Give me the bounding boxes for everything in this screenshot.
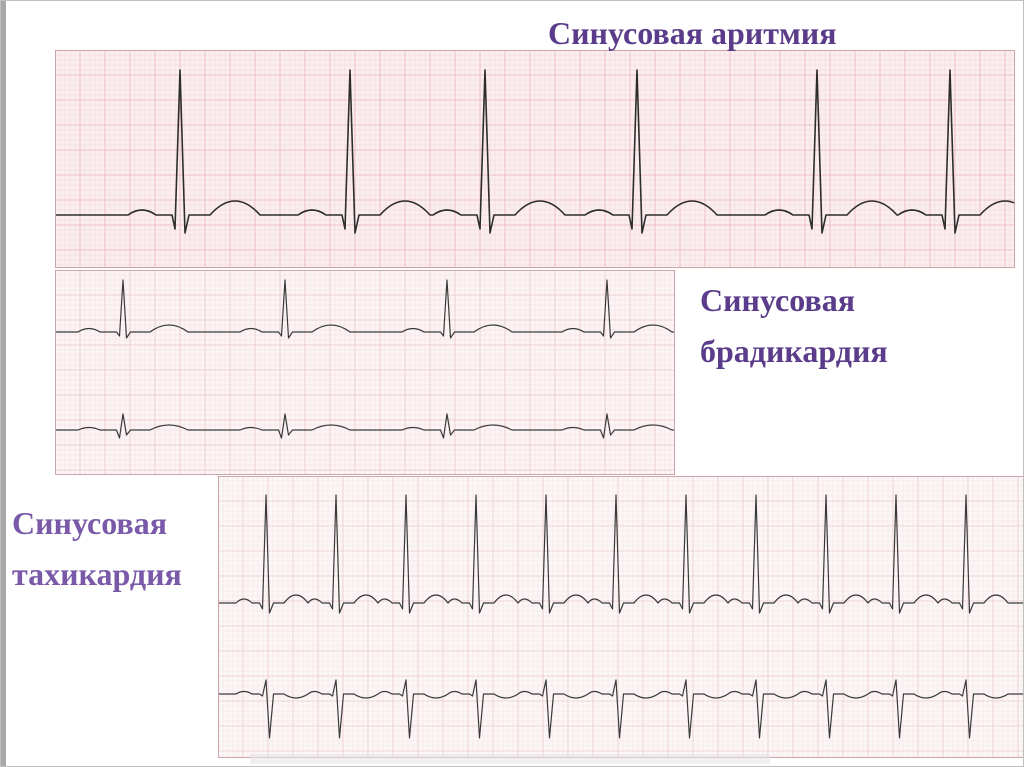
left-accent-bar: [0, 0, 6, 767]
label-sinus-arrhythmia: Синусовая аритмия: [548, 8, 998, 59]
slide-page: Синусовая аритмия Синусовая брадикардия …: [0, 0, 1024, 767]
ecg-strip-arrhythmia: [55, 50, 1015, 268]
ecg-strip-bradycardia: [55, 270, 675, 475]
label-sinus-tachycardia: Синусовая тахикардия: [12, 498, 272, 600]
ecg-strip-tachycardia: [218, 476, 1024, 758]
credit-bar: [250, 754, 770, 764]
label-sinus-bradycardia: Синусовая брадикардия: [700, 275, 1000, 377]
